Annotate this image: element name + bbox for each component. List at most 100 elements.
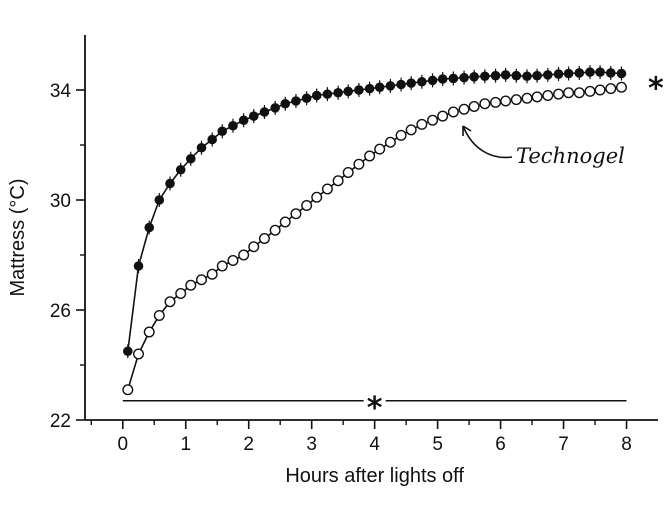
- data-point-open: [594, 84, 606, 96]
- data-point-filled: [396, 79, 406, 90]
- y-tick-label: 22: [50, 411, 71, 432]
- data-point-open: [143, 326, 155, 338]
- data-point-filled: [459, 72, 469, 83]
- data-point-filled: [437, 74, 448, 84]
- data-point-open: [164, 296, 176, 308]
- data-point-filled: [217, 126, 228, 137]
- data-point-filled: [480, 71, 490, 82]
- x-tick-label: 5: [432, 434, 443, 455]
- data-point-open: [133, 348, 145, 360]
- x-tick-label: 8: [621, 434, 632, 455]
- data-point-filled: [154, 195, 165, 205]
- labels: Hours after lights off Mattress (°C) * T…: [7, 72, 664, 488]
- data-point-open: [206, 268, 218, 280]
- data-point-open: [563, 87, 575, 99]
- data-point-filled: [532, 70, 542, 81]
- x-tick-label: 0: [117, 434, 128, 455]
- x-tick-label: 6: [495, 434, 506, 455]
- data-point-filled: [333, 87, 343, 98]
- data-point-filled: [427, 75, 438, 86]
- data-point-open: [216, 260, 228, 272]
- y-tick-label: 26: [50, 301, 71, 322]
- data-point-filled: [374, 82, 385, 93]
- data-point-open: [447, 106, 459, 118]
- data-point-open: [342, 166, 354, 178]
- data-point-filled: [311, 90, 322, 101]
- axes: [84, 35, 658, 421]
- data-point-open: [332, 175, 344, 187]
- data-point-open: [416, 118, 428, 130]
- x-tick-label: 4: [369, 434, 380, 455]
- data-point-open: [374, 143, 386, 155]
- data-point-open: [248, 241, 260, 253]
- data-point-open: [195, 274, 207, 286]
- series-annotation-technogel: Technogel: [516, 144, 625, 168]
- data-point-open: [153, 310, 165, 322]
- series-lines: [127, 71, 622, 390]
- data-point-open: [122, 384, 134, 396]
- data-point-filled: [354, 85, 364, 95]
- y-axis-title: Mattress (°C): [7, 179, 29, 297]
- data-point-open: [238, 249, 250, 261]
- data-point-open: [605, 83, 617, 95]
- data-point-filled: [270, 103, 280, 113]
- x-tick-label: 1: [180, 434, 191, 455]
- series-points: [122, 65, 627, 396]
- significance-star-bar: *: [367, 391, 383, 426]
- x-tick-label: 7: [558, 434, 569, 455]
- data-point-filled: [207, 134, 217, 145]
- data-point-filled: [522, 71, 532, 82]
- data-point-open: [269, 224, 281, 236]
- data-point-open: [437, 110, 449, 122]
- data-point-open: [531, 91, 543, 103]
- data-point-open: [500, 95, 512, 107]
- data-point-open: [311, 191, 323, 203]
- data-point-open: [301, 199, 313, 211]
- data-point-filled: [343, 86, 354, 97]
- data-point-filled: [175, 164, 186, 175]
- data-point-filled: [238, 115, 249, 126]
- data-point-open: [364, 150, 376, 162]
- data-point-open: [321, 183, 333, 195]
- data-point-filled: [248, 111, 259, 121]
- data-point-filled: [364, 83, 375, 94]
- data-point-filled: [417, 76, 427, 87]
- data-point-filled: [406, 78, 416, 88]
- significance-bar: *: [122, 391, 627, 426]
- data-point-filled: [133, 261, 144, 271]
- data-point-filled: [605, 68, 616, 78]
- data-point-filled: [301, 93, 312, 104]
- data-point-open: [279, 216, 291, 228]
- annotation-arrow: [462, 125, 513, 159]
- data-point-filled: [259, 107, 270, 117]
- x-axis-title: Hours after lights off: [285, 465, 464, 487]
- data-point-open: [468, 100, 480, 112]
- data-point-filled: [185, 153, 196, 164]
- data-point-filled: [563, 68, 574, 79]
- x-tick-label: 3: [306, 434, 317, 455]
- data-point-open: [573, 87, 585, 99]
- data-point-open: [353, 158, 365, 170]
- data-point-filled: [280, 98, 291, 109]
- data-point-open: [521, 92, 533, 104]
- data-point-filled: [543, 70, 553, 80]
- x-tick-label: 2: [243, 434, 254, 455]
- data-point-open: [615, 81, 627, 93]
- data-point-open: [175, 288, 187, 300]
- data-point-filled: [511, 70, 522, 81]
- data-point-open: [395, 129, 407, 141]
- data-point-open: [458, 103, 470, 115]
- data-point-filled: [585, 67, 595, 77]
- data-point-filled: [553, 69, 564, 79]
- data-point-open: [510, 94, 522, 106]
- data-point-filled: [574, 68, 585, 78]
- data-point-open: [405, 124, 417, 136]
- data-point-open: [185, 279, 197, 291]
- data-point-filled: [490, 70, 501, 81]
- data-point-filled: [595, 67, 605, 77]
- data-point-open: [427, 114, 439, 126]
- data-point-filled: [385, 81, 396, 91]
- data-point-filled: [123, 346, 133, 357]
